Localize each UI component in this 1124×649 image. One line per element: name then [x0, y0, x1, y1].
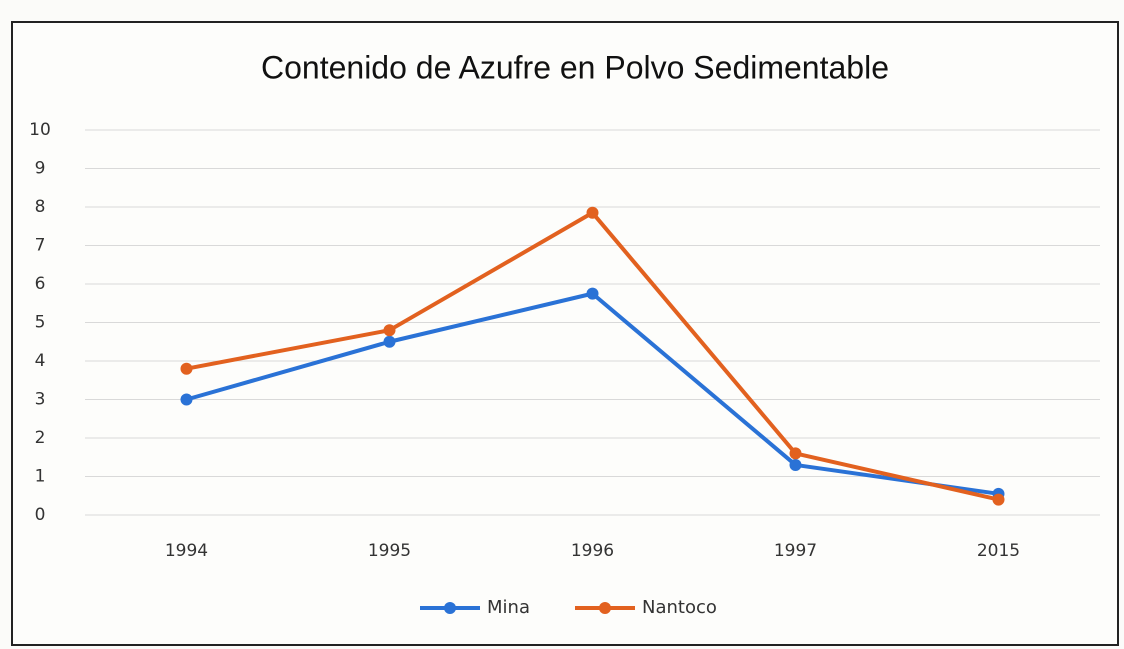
data-point	[789, 447, 802, 460]
y-tick-label: 9	[35, 159, 46, 179]
y-tick-label: 8	[35, 197, 46, 217]
y-tick-label: 5	[35, 313, 46, 333]
y-tick-label: 4	[35, 351, 46, 371]
x-tick-label: 1996	[571, 541, 614, 561]
y-tick-label: 2	[35, 428, 46, 448]
legend-label: Nantoco	[642, 597, 717, 618]
legend-marker	[444, 602, 456, 614]
y-tick-label: 1	[35, 467, 46, 487]
x-tick-label: 1994	[165, 541, 208, 561]
x-tick-label: 2015	[977, 541, 1020, 561]
data-point	[992, 493, 1005, 506]
y-tick-label: 0	[35, 505, 46, 525]
y-tick-label: 6	[35, 274, 46, 294]
legend-marker	[599, 602, 611, 614]
data-point	[383, 324, 396, 337]
data-point	[789, 458, 802, 471]
y-tick-label: 3	[35, 390, 46, 410]
data-point	[180, 362, 193, 375]
x-tick-label: 1997	[774, 541, 817, 561]
x-tick-label: 1995	[368, 541, 411, 561]
chart-frame	[11, 21, 1119, 646]
data-point	[383, 335, 396, 348]
data-point	[180, 393, 193, 406]
data-point	[586, 206, 599, 219]
data-point	[586, 287, 599, 300]
y-tick-label: 7	[35, 236, 46, 256]
chart-title: Contenido de Azufre en Polvo Sedimentabl…	[261, 49, 889, 85]
legend-label: Mina	[487, 597, 530, 618]
y-tick-label: 10	[29, 120, 51, 140]
